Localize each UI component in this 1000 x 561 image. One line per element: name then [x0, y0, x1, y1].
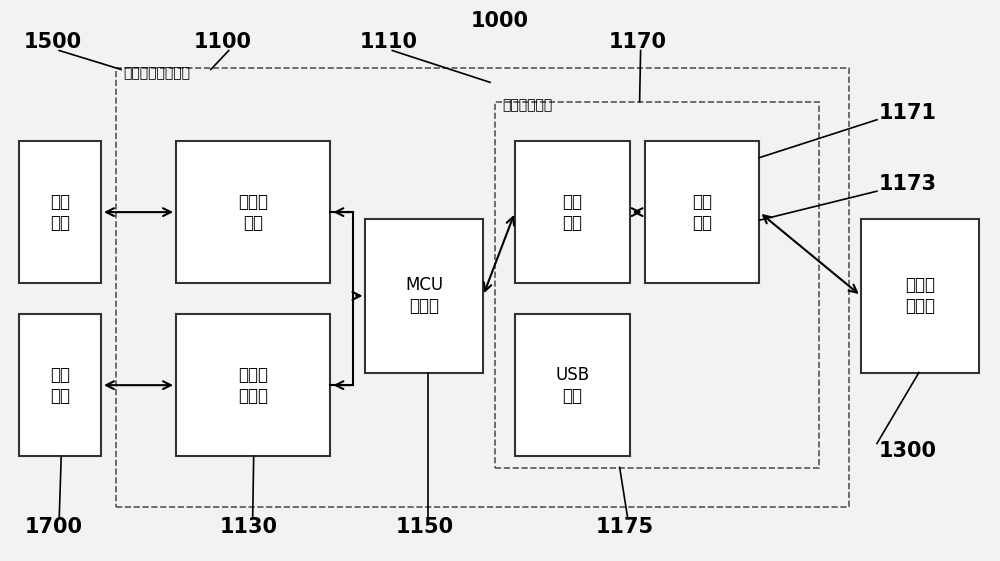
Text: 1100: 1100: [194, 31, 252, 52]
Text: 1170: 1170: [609, 31, 667, 52]
Bar: [861, 219, 979, 373]
Bar: [645, 141, 759, 283]
Text: 显示控
制装置: 显示控 制装置: [905, 277, 935, 315]
Bar: [176, 141, 330, 283]
Text: 1130: 1130: [220, 517, 278, 537]
Text: 蓝牙
模块: 蓝牙 模块: [692, 193, 712, 232]
Text: 1173: 1173: [879, 174, 937, 195]
Text: 1110: 1110: [359, 31, 417, 52]
Text: 综合通信测试模块: 综合通信测试模块: [123, 67, 190, 81]
Bar: [19, 314, 101, 456]
Text: 电力
专线: 电力 专线: [50, 366, 70, 404]
Text: USB
接口: USB 接口: [555, 366, 589, 404]
Text: 电力专
线接口: 电力专 线接口: [238, 366, 268, 404]
Bar: [495, 102, 819, 467]
Text: 电力
专网: 电力 专网: [50, 193, 70, 232]
Text: 1000: 1000: [471, 11, 529, 31]
Text: 蓝牙
接口: 蓝牙 接口: [562, 193, 582, 232]
Text: 1150: 1150: [396, 517, 454, 537]
Text: 1175: 1175: [596, 517, 654, 537]
Text: MCU
处理器: MCU 处理器: [405, 277, 443, 315]
Bar: [176, 314, 330, 456]
Bar: [116, 68, 849, 507]
Text: 1700: 1700: [24, 517, 82, 537]
Bar: [19, 141, 101, 283]
Bar: [515, 314, 630, 456]
Text: 以太网
接口: 以太网 接口: [238, 193, 268, 232]
Text: 1300: 1300: [879, 441, 937, 461]
Text: 1171: 1171: [879, 103, 937, 123]
Bar: [365, 219, 483, 373]
Text: 数据传输接口: 数据传输接口: [502, 98, 552, 112]
Text: 1500: 1500: [24, 31, 82, 52]
Bar: [515, 141, 630, 283]
